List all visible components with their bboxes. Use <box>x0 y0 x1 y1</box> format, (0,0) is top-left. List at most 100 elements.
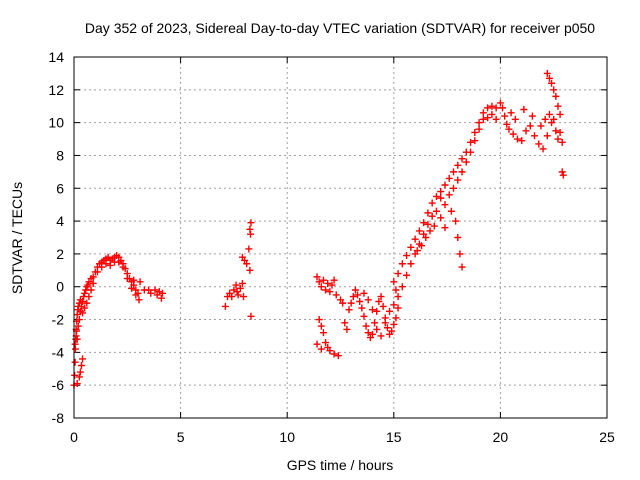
data-point <box>245 245 253 253</box>
data-point <box>432 192 440 200</box>
data-point <box>106 261 114 269</box>
data-point <box>315 316 323 324</box>
data-point <box>452 217 460 225</box>
data-point <box>147 289 155 297</box>
y-tick-label: 4 <box>56 213 64 229</box>
data-point <box>375 297 383 305</box>
y-tick-label: 8 <box>56 147 64 163</box>
data-point <box>115 258 123 266</box>
data-point <box>246 266 254 274</box>
data-point <box>424 220 432 228</box>
data-point <box>343 325 351 333</box>
data-point <box>317 283 325 291</box>
data-point <box>441 181 449 189</box>
data-point <box>130 276 138 284</box>
data-point <box>390 301 398 309</box>
data-point <box>341 319 349 327</box>
data-point <box>454 161 462 169</box>
plot-frame <box>73 56 608 419</box>
data-point <box>368 330 376 338</box>
data-point <box>503 120 511 128</box>
data-point <box>87 286 95 294</box>
data-point <box>437 214 445 222</box>
y-tick-label: 6 <box>56 180 64 196</box>
data-point <box>319 276 327 284</box>
data-point <box>422 234 430 241</box>
data-point <box>552 92 560 100</box>
data-point <box>364 296 372 304</box>
data-point <box>407 260 415 268</box>
data-point <box>392 286 400 294</box>
data-point <box>234 291 242 299</box>
data-point <box>449 168 457 176</box>
data-point <box>394 293 402 301</box>
data-point <box>554 102 562 110</box>
data-point <box>317 322 325 330</box>
data-point <box>383 324 391 332</box>
data-point <box>413 247 421 255</box>
data-point <box>441 201 449 209</box>
data-point <box>334 352 342 360</box>
data-point <box>398 260 406 268</box>
data-point <box>537 122 545 130</box>
y-tick-label: 2 <box>56 246 64 262</box>
data-point <box>407 243 415 251</box>
data-point <box>543 69 551 77</box>
data-point <box>158 289 166 297</box>
y-tick-label: 14 <box>48 49 64 65</box>
data-point <box>83 299 91 307</box>
data-point <box>373 307 381 315</box>
data-point <box>373 325 381 333</box>
data-point <box>437 188 445 196</box>
data-point <box>354 291 362 299</box>
data-point <box>128 284 136 292</box>
data-point <box>326 347 334 355</box>
data-point <box>324 279 332 287</box>
data-point <box>390 278 398 286</box>
data-point <box>458 155 466 163</box>
data-point <box>313 340 321 348</box>
data-point <box>511 115 519 123</box>
data-point <box>462 158 470 166</box>
data-point <box>362 322 370 330</box>
data-point <box>428 199 436 207</box>
data-point <box>358 304 366 312</box>
data-point <box>71 358 79 366</box>
data-point <box>445 191 453 199</box>
data-point <box>475 125 483 133</box>
data-point <box>496 99 504 107</box>
y-tick-label: 0 <box>56 279 64 295</box>
data-point <box>526 122 534 130</box>
data-point <box>528 112 536 120</box>
data-point <box>559 171 567 179</box>
data-point <box>471 128 479 136</box>
data-point <box>556 110 564 118</box>
data-point <box>89 273 97 281</box>
x-tick-label: 15 <box>386 429 402 445</box>
data-point <box>132 291 140 299</box>
data-point <box>77 361 85 369</box>
data-point <box>518 137 526 145</box>
data-point <box>313 273 321 281</box>
data-point <box>79 355 87 363</box>
data-point <box>368 306 376 314</box>
data-point <box>360 312 368 320</box>
data-point <box>232 281 240 289</box>
y-tick-label: -6 <box>52 377 65 393</box>
data-point <box>558 168 566 176</box>
data-point <box>76 368 84 376</box>
data-point <box>520 106 528 114</box>
data-point <box>418 242 426 250</box>
data-point <box>71 371 79 379</box>
data-point <box>330 350 338 358</box>
data-point <box>317 345 325 353</box>
data-point <box>403 271 411 279</box>
x-tick-label: 10 <box>279 429 295 445</box>
data-point <box>238 279 246 287</box>
data-point <box>454 176 462 184</box>
data-point <box>403 252 411 260</box>
data-point <box>492 104 500 112</box>
data-point <box>467 148 475 156</box>
data-point <box>539 145 547 153</box>
x-axis-label: GPS time / hours <box>287 457 394 473</box>
